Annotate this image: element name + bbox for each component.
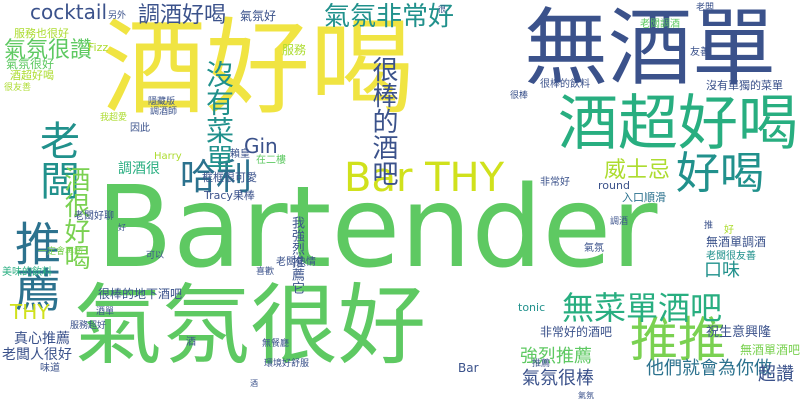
word: 酒 [186,337,196,348]
word: 調酒很 [118,161,160,177]
word: 無酒單 [524,0,777,97]
word: 味道 [40,363,60,374]
word: 氣氛很棒 [522,368,594,389]
word: 一定會再訪 [38,247,84,257]
word: 服務也很好 [14,27,69,40]
word: 強烈推薦 [520,346,592,367]
word: 祝生意興隆 [706,325,772,340]
word: 很友善 [4,83,32,93]
word: 沒有菜單 [202,60,235,172]
word: 非常好 [540,177,570,188]
word: 框框很可愛 [202,171,257,184]
word: 隱藏版 [148,97,176,107]
word: 友善 [690,47,710,58]
word: 美味的飲料 [2,267,52,278]
word: 很 [438,5,446,14]
word: 調酒 [610,217,629,227]
word: 無菜單酒吧 [562,289,723,327]
word: Tracy果棒 [204,189,255,202]
word: 賴皇 [230,149,250,160]
word: 服務 [282,43,307,57]
word: 酒好喝 [102,7,415,129]
word: 酒 [250,379,258,388]
word: 好 [724,225,734,236]
word: 沒有單獨的菜單 [706,79,783,92]
word: round [598,179,630,192]
word: 氣氛 [578,391,594,400]
word: 很棒的飲料 [540,79,590,90]
word: 推 [704,221,714,231]
word: 推薦 [8,220,62,312]
word: 氣氛很讚 [4,38,93,63]
word: 口味 [704,260,740,281]
word: 在二樓 [256,155,286,166]
word: 無酒單調酒 [706,235,767,249]
word: 他們就會為你做 [646,358,772,379]
word: 氣氛好 [240,9,277,23]
word: 好 [118,223,126,232]
word: 真心推薦 [14,331,70,347]
word: Fizz [88,41,109,54]
word: 環境好舒服 [264,359,310,369]
word: 威士忌 [604,158,671,183]
word: 酒單 [96,307,115,317]
word: 老闆很友善 [706,251,756,262]
word: 另外 [108,11,127,21]
word: 酒超好喝 [558,89,798,159]
word: 很棒 [510,91,529,101]
word: 酒超好喝 [10,69,54,82]
word: 老闆好聊 [74,211,114,222]
word: Bartender [96,163,658,293]
word: 老闆 [696,3,715,13]
word: 哈利 [180,157,253,198]
word: 喜歡 [256,267,275,277]
word: 氣氛很好 [6,57,55,71]
word: 老闆人很好 [2,347,72,363]
word: 無酒單酒吧 [740,343,800,357]
word: 因此 [130,123,150,134]
word: tonic [518,301,546,314]
word: THY [10,300,50,324]
word: 可以 [146,251,165,261]
word: 酒很好喝 [60,166,90,270]
word: 老闆調酒 [640,19,680,30]
word: 我強烈推薦它 [289,216,304,294]
word: 老闆熱情 [276,257,316,268]
word: 服務超好 [70,321,107,331]
word: cocktail [30,0,108,24]
word: 入口順滑 [622,191,666,204]
word: Bar THY [344,155,505,201]
word: 推薦 [532,359,551,369]
word: 調酒好喝 [138,3,227,28]
word: 氣氛非常好 [324,2,455,32]
word: 氣氛 [584,243,604,254]
word: 很棒的地下酒吧 [98,287,183,301]
word: 很棒的酒吧 [368,56,398,186]
word: 氣氛很好 [74,274,427,377]
word: 無餐廳 [262,339,290,349]
word: Harry [154,151,182,162]
word: Bar [458,361,479,375]
word: 超讚 [758,364,794,385]
word: 推推 [630,312,727,368]
word: 好喝 [676,148,764,199]
word: 調酒師 [150,107,178,117]
word: Gin [244,134,278,158]
word: 我超愛 [100,113,128,123]
word: 非常好的酒吧 [540,325,613,339]
word: 老闆 [33,120,79,200]
